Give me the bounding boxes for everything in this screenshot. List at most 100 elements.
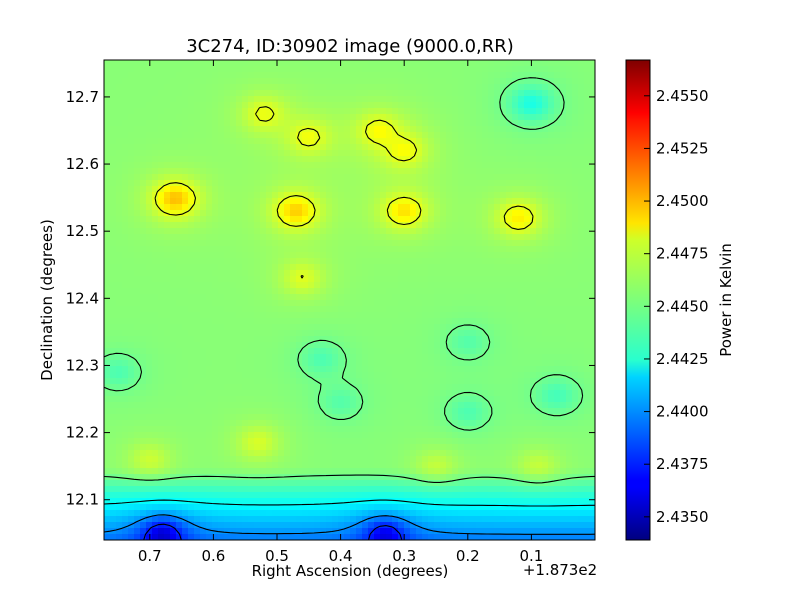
heatmap-cell	[578, 240, 585, 247]
heatmap-cell	[506, 72, 513, 79]
heatmap-cell	[356, 186, 363, 193]
heatmap-cell	[410, 84, 417, 91]
heatmap-cell	[464, 84, 471, 91]
heatmap-cell	[428, 204, 435, 211]
heatmap-cell	[350, 258, 357, 265]
heatmap-cell	[338, 258, 345, 265]
heatmap-cell	[218, 342, 225, 349]
heatmap-cell	[494, 276, 501, 283]
heatmap-cell	[512, 132, 519, 139]
heatmap-cell	[590, 294, 595, 301]
heatmap-cell	[152, 186, 159, 193]
heatmap-cell	[386, 192, 393, 199]
heatmap-cell	[590, 120, 595, 127]
heatmap-cell	[356, 348, 363, 355]
heatmap-cell	[140, 270, 147, 277]
heatmap-cell	[374, 186, 381, 193]
heatmap-cell	[500, 348, 507, 355]
heatmap-cell	[104, 324, 111, 331]
heatmap-cell	[566, 336, 573, 343]
heatmap-cell	[470, 366, 477, 373]
heatmap-cell	[194, 294, 201, 301]
heatmap-cell	[302, 384, 309, 391]
heatmap-cell	[146, 132, 153, 139]
heatmap-cell	[296, 240, 303, 247]
heatmap-cell	[554, 354, 561, 361]
heatmap-cell	[302, 270, 309, 277]
heatmap-cell	[164, 84, 171, 91]
heatmap-cell	[404, 294, 411, 301]
heatmap-cell	[542, 168, 549, 175]
heatmap-cell	[506, 420, 513, 427]
heatmap-cell	[242, 72, 249, 79]
heatmap-cell	[218, 402, 225, 409]
heatmap-cell	[428, 84, 435, 91]
heatmap-cell	[350, 348, 357, 355]
heatmap-cell	[326, 138, 333, 145]
heatmap-cell	[554, 162, 561, 169]
heatmap-cell	[434, 168, 441, 175]
heatmap-cell	[452, 246, 459, 253]
heatmap-cell	[488, 66, 495, 73]
heatmap-cell	[320, 210, 327, 217]
heatmap-cell	[308, 222, 315, 229]
heatmap-cell	[338, 84, 345, 91]
heatmap-cell	[200, 78, 207, 85]
heatmap-cell	[194, 408, 201, 415]
heatmap-cell	[188, 414, 195, 421]
heatmap-cell	[410, 246, 417, 253]
heatmap-cell	[224, 378, 231, 385]
heatmap-cell	[386, 78, 393, 85]
heatmap-cell	[326, 324, 333, 331]
heatmap-cell	[194, 276, 201, 283]
heatmap-cell	[374, 156, 381, 163]
heatmap-cell	[494, 384, 501, 391]
heatmap-cell	[578, 246, 585, 253]
heatmap-cell	[380, 66, 387, 73]
heatmap-cell	[578, 288, 585, 295]
heatmap-cell	[188, 108, 195, 115]
heatmap-cell	[518, 192, 525, 199]
heatmap-cell	[314, 120, 321, 127]
heatmap-cell	[542, 252, 549, 259]
heatmap-cell	[530, 342, 537, 349]
heatmap-cell	[524, 144, 531, 151]
heatmap-cell	[266, 144, 273, 151]
heatmap-cell	[452, 264, 459, 271]
heatmap-cell	[116, 168, 123, 175]
heatmap-cell	[266, 222, 273, 229]
heatmap-cell	[374, 414, 381, 421]
heatmap-cell	[332, 198, 339, 205]
heatmap-cell	[578, 408, 585, 415]
heatmap-cell	[554, 228, 561, 235]
heatmap-cell	[218, 378, 225, 385]
heatmap-cell	[272, 414, 279, 421]
heatmap-cell	[428, 90, 435, 97]
heatmap-cell	[320, 156, 327, 163]
heatmap-cell	[524, 372, 531, 379]
heatmap-cell	[536, 270, 543, 277]
heatmap-cell	[404, 402, 411, 409]
heatmap-cell	[374, 264, 381, 271]
heatmap-cell	[152, 174, 159, 181]
heatmap-cell	[242, 102, 249, 109]
heatmap-cell	[410, 348, 417, 355]
heatmap-cell	[152, 126, 159, 133]
heatmap-cell	[218, 282, 225, 289]
heatmap-cell	[188, 138, 195, 145]
heatmap-cell	[110, 300, 117, 307]
heatmap-cell	[524, 120, 531, 127]
heatmap-cell	[434, 288, 441, 295]
heatmap-cell	[272, 294, 279, 301]
heatmap-cell	[428, 108, 435, 115]
heatmap-cell	[440, 234, 447, 241]
heatmap-cell	[140, 420, 147, 427]
heatmap-cell	[332, 210, 339, 217]
heatmap-cell	[188, 72, 195, 79]
heatmap-cell	[518, 252, 525, 259]
heatmap-cell	[338, 234, 345, 241]
heatmap-cell	[110, 186, 117, 193]
heatmap-cell	[488, 156, 495, 163]
heatmap-cell	[350, 354, 357, 361]
heatmap-cell	[236, 126, 243, 133]
